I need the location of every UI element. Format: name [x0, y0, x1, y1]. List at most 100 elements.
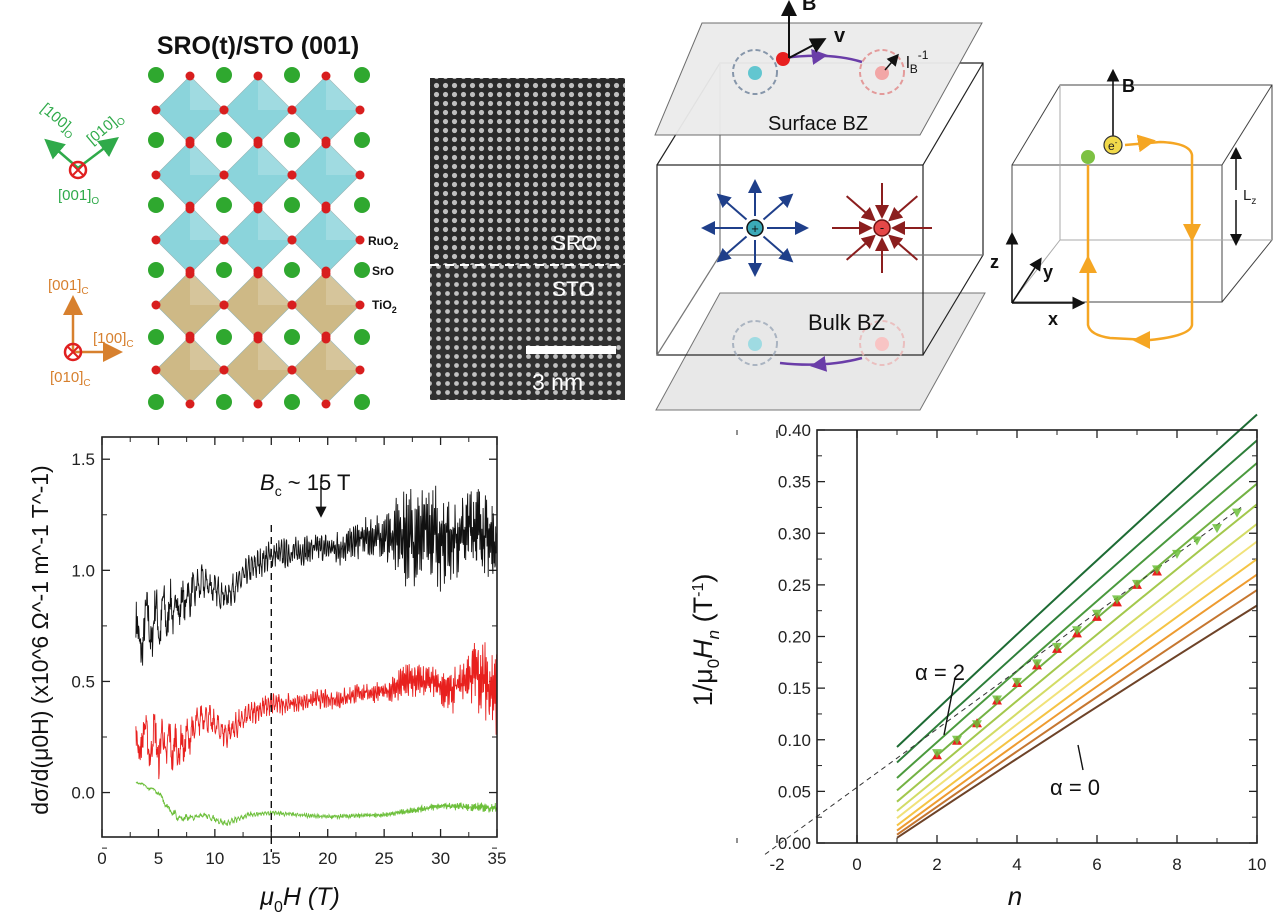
sr-atom: [148, 329, 164, 345]
sr-atom: [216, 67, 232, 83]
oxygen-atom: [321, 136, 331, 146]
sr-atom: [216, 329, 232, 345]
x-tick-label: 0: [97, 849, 106, 868]
into-page-icon: [68, 160, 88, 180]
electron-position: [776, 52, 790, 66]
label-100c: [100]C: [93, 330, 134, 350]
sr-atom: [284, 329, 300, 345]
outward-field-arrow: [762, 193, 794, 221]
sr-atom: [284, 262, 300, 278]
oxygen-atom: [219, 300, 229, 310]
svg-text:+: +: [751, 221, 759, 236]
scale-bar: [526, 346, 616, 354]
label-100o: [100]O: [36, 100, 81, 142]
oxygen-atom: [219, 105, 229, 115]
model-line-alpha-0.8: [896, 540, 1258, 820]
y-tick-label: 0.0: [71, 784, 95, 803]
outward-field-arrow: [716, 235, 748, 263]
chart2-plot-frame: [816, 429, 1258, 844]
y-tick-label: 0.00: [778, 834, 811, 853]
x-tick-label: 15: [262, 849, 281, 868]
orbit-start-point: [1081, 150, 1095, 164]
oxygen-atom: [287, 365, 297, 375]
ruo6-octahedron-facet: [258, 141, 292, 175]
ruo6-octahedron-facet: [190, 76, 224, 110]
inward-field-arrow: [845, 234, 876, 261]
structure-title: SRO(t)/STO (001): [157, 32, 359, 60]
oxygen-atom: [151, 235, 161, 245]
label-010c: [010]C: [50, 369, 91, 389]
model-line-alpha-1: [896, 523, 1258, 812]
sr-atom: [148, 132, 164, 148]
ruo6-octahedron-facet: [258, 206, 292, 240]
conductivity-derivative-chart: 0 5 10 15 20 25 30 35 0.0 0.5 1.0 1.5 Bc ~ 15 T μ0H…: [27, 436, 507, 914]
surface-bz-label: Surface BZ: [768, 113, 868, 135]
oxygen-atom: [185, 136, 195, 146]
tio6-octahedron-facet: [190, 336, 224, 370]
scale-bar-label: 3 nm: [532, 369, 583, 395]
inward-field-arrow: [888, 195, 919, 222]
sr-atom: [216, 197, 232, 213]
sr-atom: [148, 262, 164, 278]
outward-field-arrow: [716, 193, 748, 221]
alpha2-leader: [943, 677, 956, 736]
crystal-structure-panel: SRO(t)/STO (001) RuO2 SrO TiO2 [100]O [0…: [36, 32, 398, 410]
ruo6-octahedron-facet: [326, 206, 360, 240]
sr-atom: [284, 132, 300, 148]
x-axis-label: x: [1048, 309, 1058, 329]
weyl-diagram-panel: B v lB-1 Surface BZ + - Bulk BZ: [654, 0, 986, 411]
outward-field-arrow: [762, 235, 794, 263]
label-ruo2: RuO2: [368, 234, 398, 251]
sr-atom: [148, 197, 164, 213]
oxygen-atom: [355, 300, 365, 310]
surface-bz-plane: [654, 22, 983, 136]
y-axis-arrow: [1011, 257, 1042, 304]
sr-atom: [354, 197, 370, 213]
oxygen-atom: [219, 235, 229, 245]
x-tick-label: 10: [1248, 855, 1267, 874]
landau-level-index-chart: -2 0 2 4 6 8 10 0.00 0.05 0.10 0.15 0.20 0.25 0.30 0.3…: [688, 413, 1267, 911]
label-001o: [001]O: [58, 187, 99, 207]
oxygen-atom: [185, 201, 195, 211]
label-tio2: TiO2: [372, 298, 397, 315]
data-point-triangle-down: [932, 749, 942, 759]
x-tick-label: 35: [488, 849, 507, 868]
data-point-triangle-down: [1232, 508, 1242, 518]
x-tick-label: 20: [318, 849, 337, 868]
data-point-triangle-down: [1212, 524, 1222, 534]
chart2-y-label: 1/μ0Hn (T-1): [688, 574, 723, 707]
cubic-axes: [001]C [100]C [010]C: [48, 277, 134, 389]
critical-field-label: Bc ~ 15 T: [260, 470, 350, 499]
x-tick-label: 4: [1012, 855, 1021, 874]
ruo6-octahedron-facet: [326, 76, 360, 110]
svg-text:-: -: [880, 220, 884, 235]
orthorhombic-axes: [100]O [010]O [001]O: [36, 100, 128, 207]
z-axis-label: z: [990, 252, 999, 272]
sr-atom: [354, 132, 370, 148]
data-point-triangle-down: [1132, 579, 1142, 589]
chart1-x-label: μ0H (T): [259, 883, 340, 914]
y-tick-label: 0.25: [778, 576, 811, 595]
surface-projection-positive: [732, 49, 778, 95]
tem-image-panel: SRO STO 3 nm: [430, 78, 625, 400]
model-line-alpha-1.8: [896, 439, 1258, 764]
y-tick-label: 0.35: [778, 473, 811, 492]
data-point-triangle-down: [1112, 595, 1122, 605]
tem-label-sto: STO: [552, 278, 595, 301]
oxygen-atom: [185, 266, 195, 276]
tio6-octahedron-facet: [326, 336, 360, 370]
chart1-plot-frame: [101, 436, 498, 838]
model-line-alpha-2: [896, 413, 1258, 748]
field-label: B: [802, 0, 816, 15]
oxygen-atom: [151, 170, 161, 180]
x-tick-label: -2: [769, 855, 784, 874]
sr-atom: [148, 394, 164, 410]
x-tick-label: 8: [1172, 855, 1181, 874]
series-line-0: [135, 485, 498, 666]
series-line-2: [135, 781, 498, 827]
sr-atom: [354, 329, 370, 345]
oxygen-atom: [253, 71, 263, 81]
chart1-series: [135, 485, 498, 827]
x-tick-label: 0: [852, 855, 861, 874]
model-line-alpha-1.2: [896, 503, 1258, 803]
